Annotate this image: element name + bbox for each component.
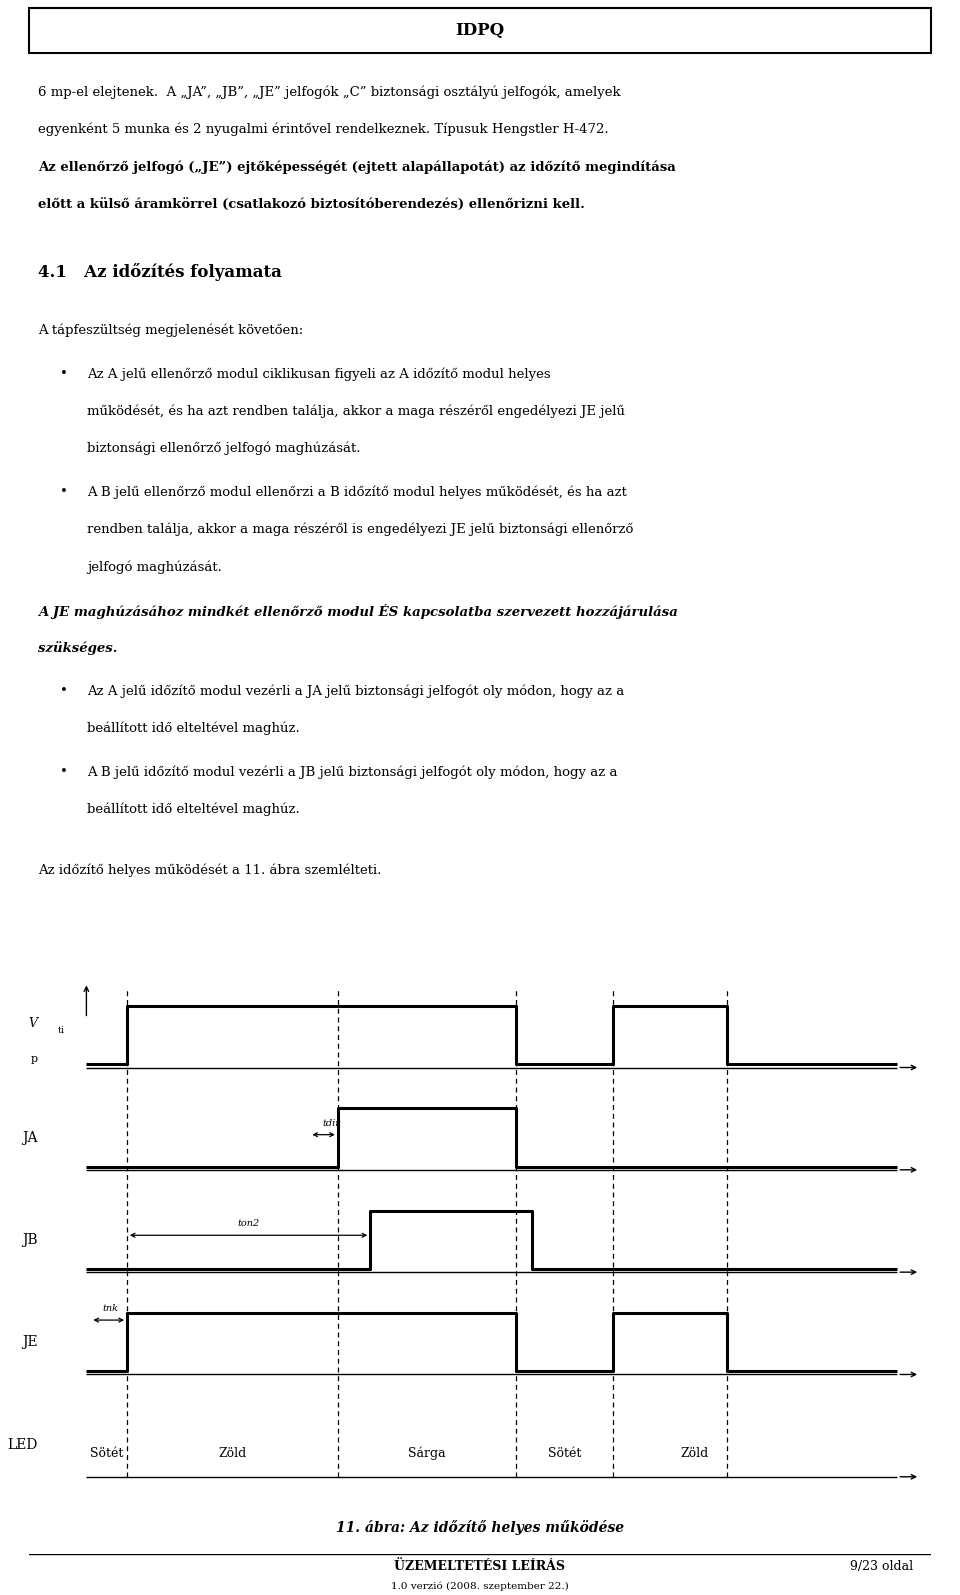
Text: jelfogó maghúzását.: jelfogó maghúzását. <box>87 560 222 574</box>
Text: Az időzítő helyes működését a 11. ábra szemlélteti.: Az időzítő helyes működését a 11. ábra s… <box>38 863 382 877</box>
Text: LED: LED <box>8 1437 37 1451</box>
Text: szükséges.: szükséges. <box>38 641 118 656</box>
Text: V: V <box>29 1018 37 1030</box>
Text: •: • <box>60 367 68 380</box>
Text: Sötét: Sötét <box>548 1447 582 1459</box>
Text: JA: JA <box>22 1131 37 1145</box>
Text: rendben találja, akkor a maga részéről is engedélyezi JE jelű biztonsági ellenőr: rendben találja, akkor a maga részéről i… <box>87 523 634 536</box>
Text: ti: ti <box>58 1026 65 1035</box>
Text: 6 mp-el elejtenek.  A „JA”, „JB”, „JE” jelfogók „C” biztonsági osztályú jelfogók: 6 mp-el elejtenek. A „JA”, „JB”, „JE” je… <box>38 86 621 99</box>
Text: tnk: tnk <box>103 1305 119 1313</box>
Text: ton2: ton2 <box>237 1219 260 1228</box>
Text: A B jelű időzítő modul vezérli a JB jelű biztonsági jelfogót oly módon, hogy az : A B jelű időzítő modul vezérli a JB jelű… <box>87 766 617 778</box>
Text: 9/23 oldal: 9/23 oldal <box>850 1560 913 1573</box>
Text: Az ellenőrző jelfogó („JE”) ejtőképességét (ejtett alapállapotát) az időzítő meg: Az ellenőrző jelfogó („JE”) ejtőképesség… <box>38 160 676 174</box>
Text: Az A jelű időzítő modul vezérli a JA jelű biztonsági jelfogót oly módon, hogy az: Az A jelű időzítő modul vezérli a JA jel… <box>87 684 624 699</box>
Text: beállított idő elteltével maghúz.: beállított idő elteltével maghúz. <box>87 723 300 735</box>
Text: •: • <box>60 766 68 778</box>
Text: működését, és ha azt rendben találja, akkor a maga részéről engedélyezi JE jelű: működését, és ha azt rendben találja, ak… <box>87 405 625 418</box>
Text: p: p <box>31 1054 37 1064</box>
Text: IDPQ: IDPQ <box>455 22 505 38</box>
Text: •: • <box>60 485 68 498</box>
Text: A JE maghúzásához mindkét ellenőrző modul ÉS kapcsolatba szervezett hozzájárulás: A JE maghúzásához mindkét ellenőrző modu… <box>38 603 679 619</box>
Text: 4.1   Az időzítés folyamata: 4.1 Az időzítés folyamata <box>38 263 282 281</box>
Text: ÜZEMELTETÉSI LEÍRÁS: ÜZEMELTETÉSI LEÍRÁS <box>395 1560 565 1573</box>
Text: JE: JE <box>22 1335 37 1349</box>
Text: Az A jelű ellenőrző modul ciklikusan figyeli az A időzítő modul helyes: Az A jelű ellenőrző modul ciklikusan fig… <box>87 367 551 381</box>
Text: Sötét: Sötét <box>90 1447 123 1459</box>
Text: beállított idő elteltével maghúz.: beállított idő elteltével maghúz. <box>87 802 300 817</box>
Text: 11. ábra: Az időzítő helyes működése: 11. ábra: Az időzítő helyes működése <box>336 1520 624 1534</box>
Text: előtt a külső áramkörrel (csatlakozó biztosítóberendezés) ellenőrizni kell.: előtt a külső áramkörrel (csatlakozó biz… <box>38 198 586 211</box>
Text: A tápfeszültség megjelenését követően:: A tápfeszültség megjelenését követően: <box>38 324 303 337</box>
Text: egyenként 5 munka és 2 nyugalmi érintővel rendelkeznek. Típusuk Hengstler H-472.: egyenként 5 munka és 2 nyugalmi érintőve… <box>38 123 609 137</box>
Text: Zöld: Zöld <box>681 1447 708 1459</box>
Text: JB: JB <box>22 1233 37 1247</box>
Text: A B jelű ellenőrző modul ellenőrzi a B időzítő modul helyes működését, és ha azt: A B jelű ellenőrző modul ellenőrzi a B i… <box>87 485 627 499</box>
Text: Zöld: Zöld <box>218 1447 247 1459</box>
Text: biztonsági ellenőrző jelfogó maghúzását.: biztonsági ellenőrző jelfogó maghúzását. <box>87 442 360 456</box>
Text: tdir: tdir <box>323 1118 341 1128</box>
Text: 1.0 verzió (2008. szeptember 22.): 1.0 verzió (2008. szeptember 22.) <box>391 1581 569 1590</box>
Text: •: • <box>60 684 68 697</box>
Text: Sárga: Sárga <box>408 1447 445 1459</box>
